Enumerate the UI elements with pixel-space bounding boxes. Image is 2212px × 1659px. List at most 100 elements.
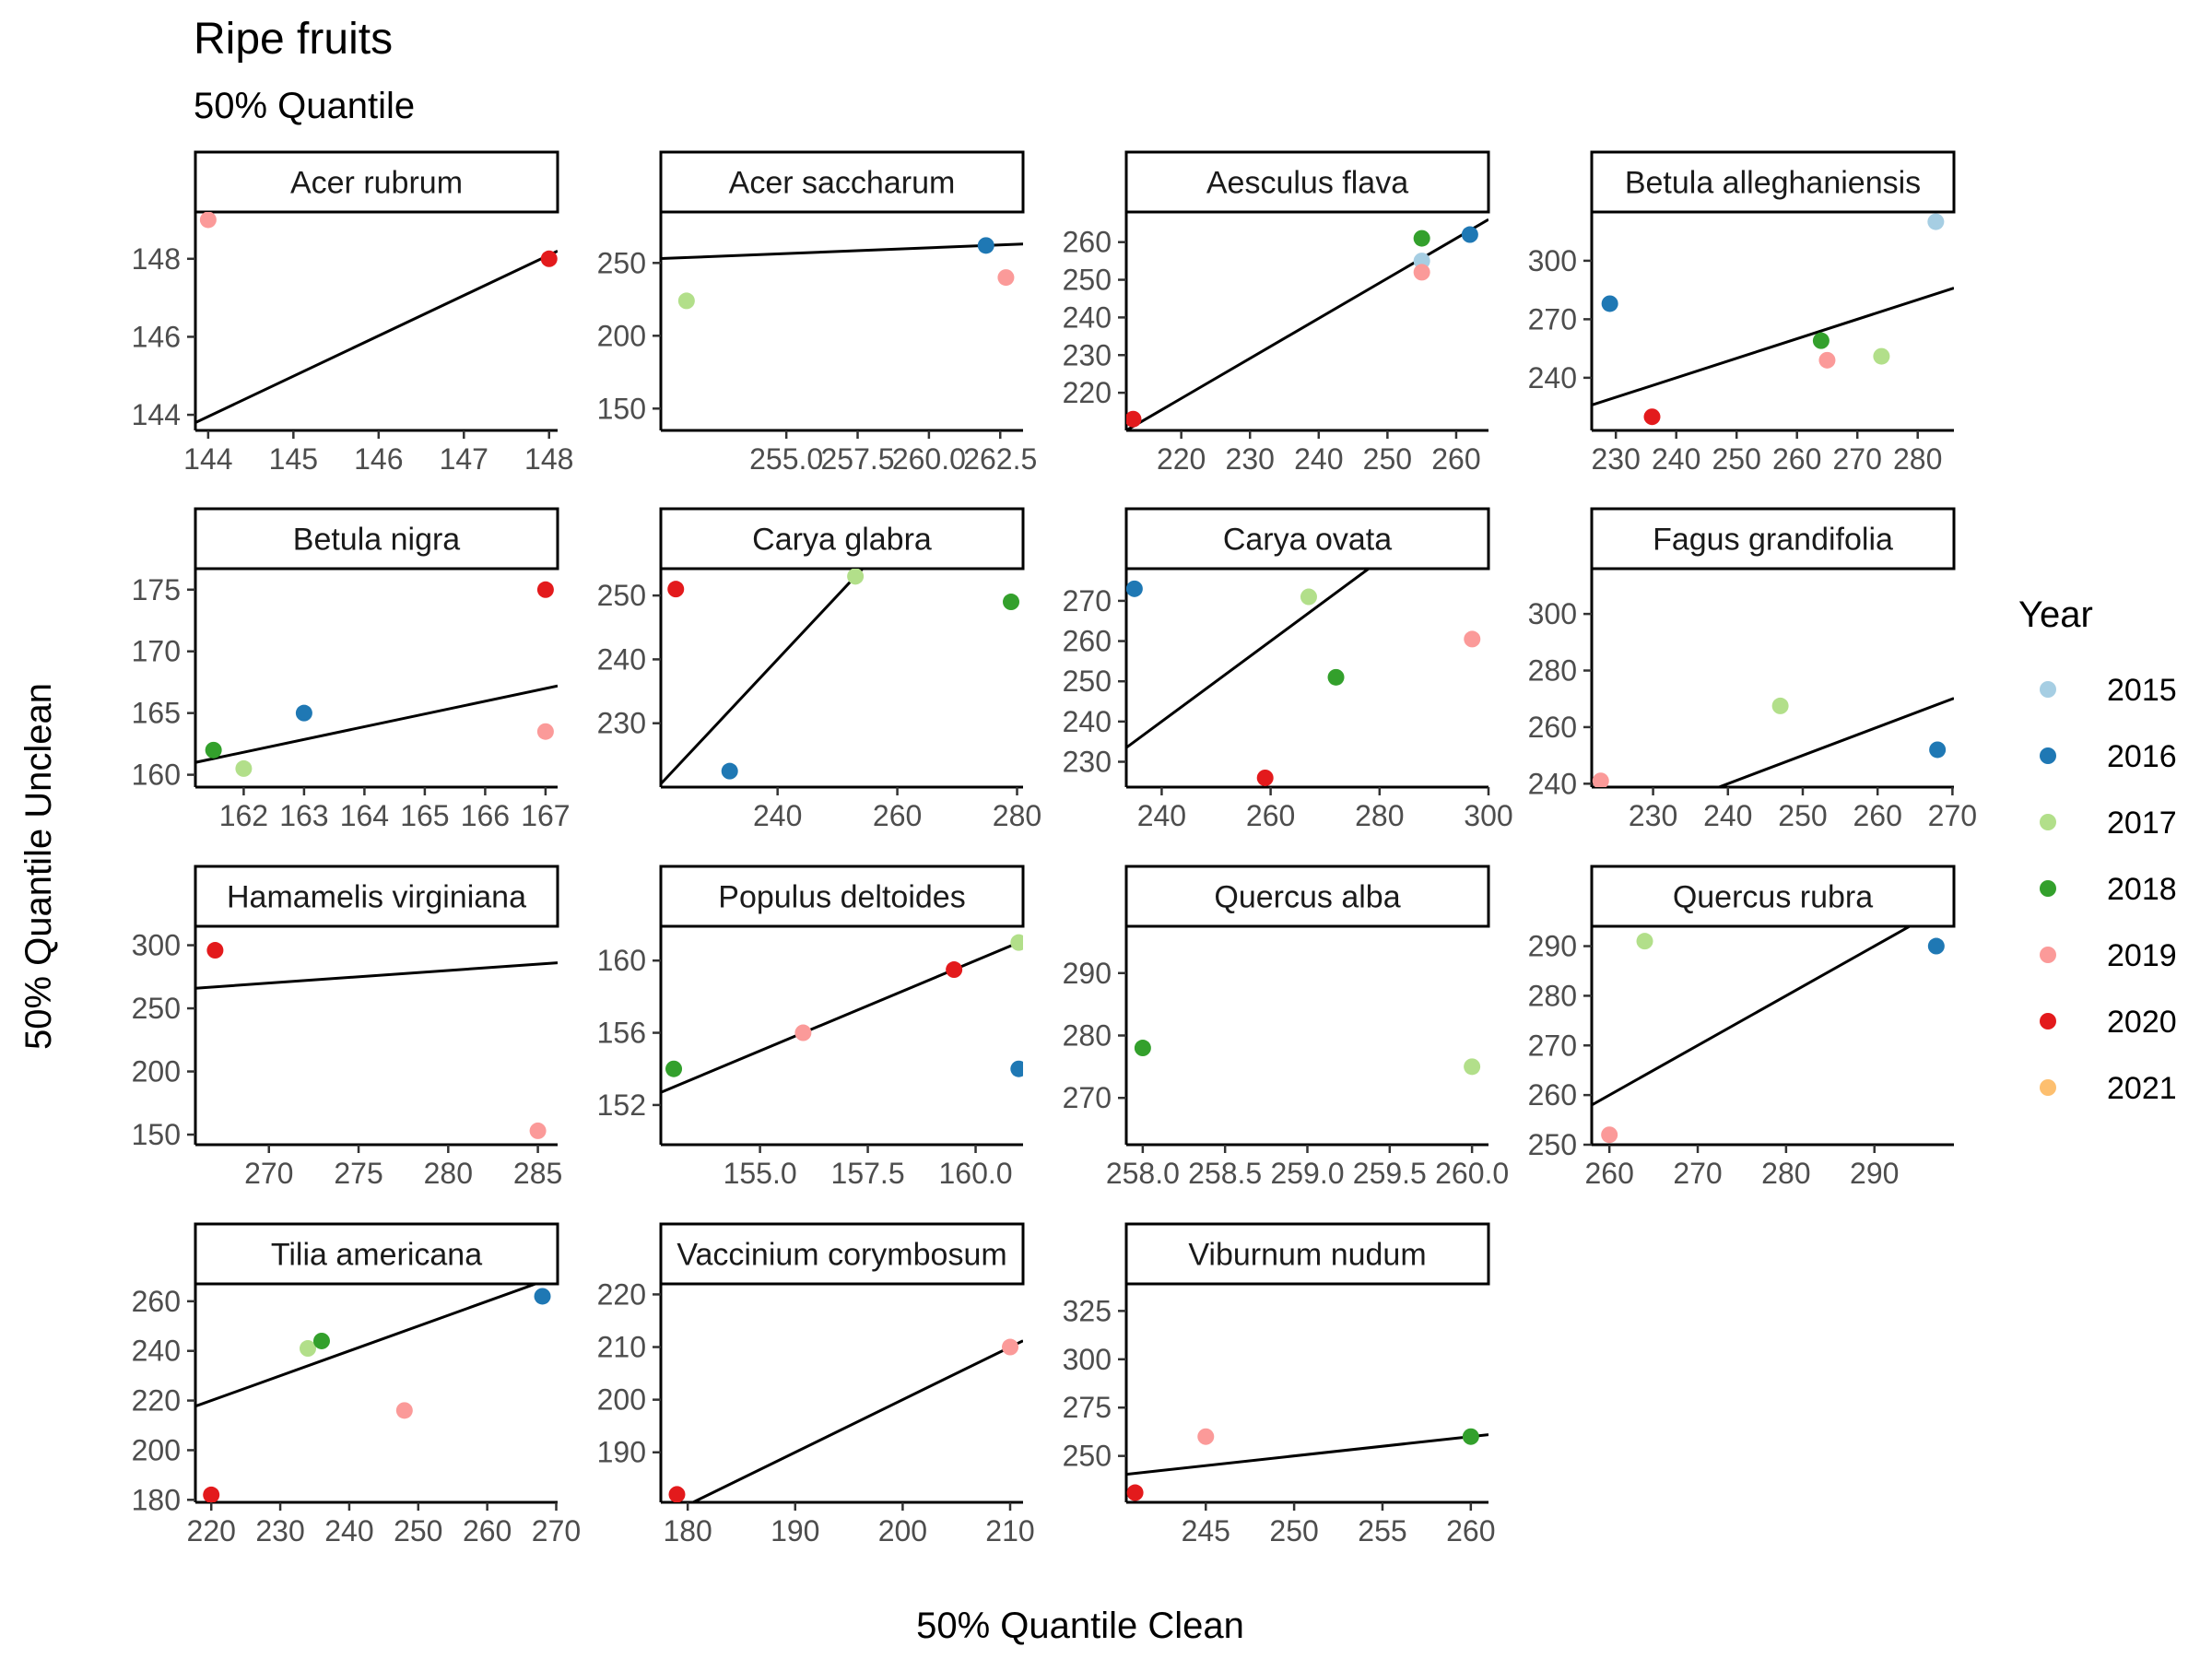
y-tick-label: 270 xyxy=(1528,1029,1577,1062)
facet-strip-label: Vaccinium corymbosum xyxy=(677,1238,1006,1273)
x-tick-label: 260 xyxy=(1246,799,1295,832)
y-tick-label: 148 xyxy=(132,242,181,276)
x-tick-label: 260 xyxy=(873,799,922,832)
point-2020 xyxy=(1126,410,1142,428)
point-2018 xyxy=(1003,594,1020,611)
point-2016 xyxy=(534,1288,551,1305)
y-tick-label: 280 xyxy=(1528,979,1577,1012)
y-tick-label: 240 xyxy=(1528,361,1577,394)
trend-line xyxy=(195,961,558,990)
x-axis-title: 50% Quantile Clean xyxy=(916,1606,1244,1646)
point-2018 xyxy=(312,1332,330,1349)
x-tick-label: 155.0 xyxy=(724,1157,797,1190)
x-tick-label: 255.0 xyxy=(749,442,823,476)
facet-strip-label: Quercus rubra xyxy=(1673,880,1873,915)
x-tick-label: 240 xyxy=(753,799,802,832)
y-tick-label: 260 xyxy=(132,1285,181,1318)
trend-line xyxy=(1126,1433,1488,1477)
trend-line xyxy=(661,242,1023,261)
trend-line xyxy=(661,939,1023,1094)
point-2017 xyxy=(1464,1058,1481,1076)
y-tick-label: 230 xyxy=(1063,746,1112,779)
point-2017 xyxy=(1636,933,1653,950)
point-2016 xyxy=(1010,1060,1023,1077)
facet-viburnum-nudum: Viburnum nudum 245 250 255 260 250 275 300 325 xyxy=(1063,1222,1496,1547)
x-tick-label: 285 xyxy=(513,1157,562,1190)
y-tick-label: 144 xyxy=(132,398,181,431)
facet-strip xyxy=(1590,150,1956,214)
point-2019 xyxy=(1002,1338,1019,1356)
legend-label-2020: 2020 xyxy=(2107,1005,2177,1040)
plot-area xyxy=(661,934,1023,1094)
y-tick-label: 240 xyxy=(132,1335,181,1368)
point-2020 xyxy=(1643,408,1661,426)
x-tick-label: 240 xyxy=(1294,442,1343,476)
plot-area xyxy=(1126,569,1481,786)
facet-carya-glabra: Carya glabra 240 260 280 230 240 250 xyxy=(597,507,1041,832)
y-tick-label: 200 xyxy=(132,1055,181,1088)
y-tick-label: 250 xyxy=(597,246,646,279)
point-2020 xyxy=(1256,769,1274,786)
x-tick-label: 260 xyxy=(1853,799,1901,832)
x-tick-label: 270 xyxy=(1833,442,1882,476)
plot-area xyxy=(195,942,558,1139)
y-tick-label: 250 xyxy=(1528,1128,1577,1161)
plot-area xyxy=(1126,1428,1488,1501)
y-tick-label: 220 xyxy=(597,1277,646,1311)
x-tick-label: 260 xyxy=(463,1514,512,1547)
x-tick-label: 259.0 xyxy=(1270,1157,1344,1190)
point-2018 xyxy=(1413,229,1430,247)
y-tick-label: 160 xyxy=(597,944,646,977)
y-tick-label: 260 xyxy=(1528,1078,1577,1112)
x-tick-label: 270 xyxy=(1673,1157,1722,1190)
plot-area xyxy=(668,1338,1023,1502)
x-tick-label: 148 xyxy=(524,442,573,476)
x-tick-label: 250 xyxy=(1363,442,1412,476)
facet-strip xyxy=(194,865,559,928)
y-tick-label: 250 xyxy=(1063,264,1112,297)
point-2019 xyxy=(536,723,554,740)
y-tick-label: 210 xyxy=(597,1331,646,1364)
legend-key-2016 xyxy=(2040,747,2056,764)
x-tick-label: 160.0 xyxy=(938,1157,1012,1190)
y-tick-label: 250 xyxy=(132,992,181,1025)
x-tick-label: 262.5 xyxy=(963,442,1037,476)
facet-strip xyxy=(1124,507,1490,571)
point-2019 xyxy=(199,212,217,229)
y-tick-label: 152 xyxy=(597,1088,646,1122)
x-tick-label: 230 xyxy=(1592,442,1641,476)
trend-line xyxy=(1126,569,1370,749)
y-tick-label: 150 xyxy=(597,392,646,425)
facet-strip xyxy=(659,507,1025,571)
facet-strip-label: Quercus alba xyxy=(1214,880,1400,915)
facet-vaccinium-corymbosum: Vaccinium corymbosum 180 190 200 210 190 200 21… xyxy=(597,1222,1035,1547)
point-2016 xyxy=(1126,580,1143,597)
x-tick-label: 255 xyxy=(1358,1514,1406,1547)
x-tick-label: 240 xyxy=(1137,799,1186,832)
point-2016 xyxy=(295,704,312,722)
legend: Year 2015 2016 2017 2018 2019 2020 2021 xyxy=(2018,594,2177,1106)
x-tick-label: 258.5 xyxy=(1188,1157,1262,1190)
point-2020 xyxy=(1126,1484,1144,1501)
facet-strip xyxy=(194,507,559,571)
x-tick-label: 250 xyxy=(1712,442,1761,476)
facet-strip-label: Fagus grandifolia xyxy=(1653,523,1893,558)
plot-area xyxy=(661,569,1020,785)
x-tick-label: 280 xyxy=(1355,799,1404,832)
point-2016 xyxy=(977,237,994,254)
point-2019 xyxy=(1592,772,1609,787)
facet-fagus-grandifolia: Fagus grandifolia 230 240 250 260 270 240 260 28… xyxy=(1528,507,1977,832)
x-tick-label: 180 xyxy=(663,1514,712,1547)
x-tick-label: 144 xyxy=(183,442,232,476)
facet-quercus-alba: Quercus alba 258.0 258.5 259.0 259.5 260.0 270… xyxy=(1063,865,1509,1190)
x-tick-label: 166 xyxy=(461,799,510,832)
point-2016 xyxy=(1929,741,1947,759)
y-tick-label: 240 xyxy=(597,642,646,676)
facet-strip-label: Hamamelis virginiana xyxy=(227,880,526,915)
x-tick-label: 190 xyxy=(771,1514,819,1547)
plot-area xyxy=(1592,926,1945,1144)
